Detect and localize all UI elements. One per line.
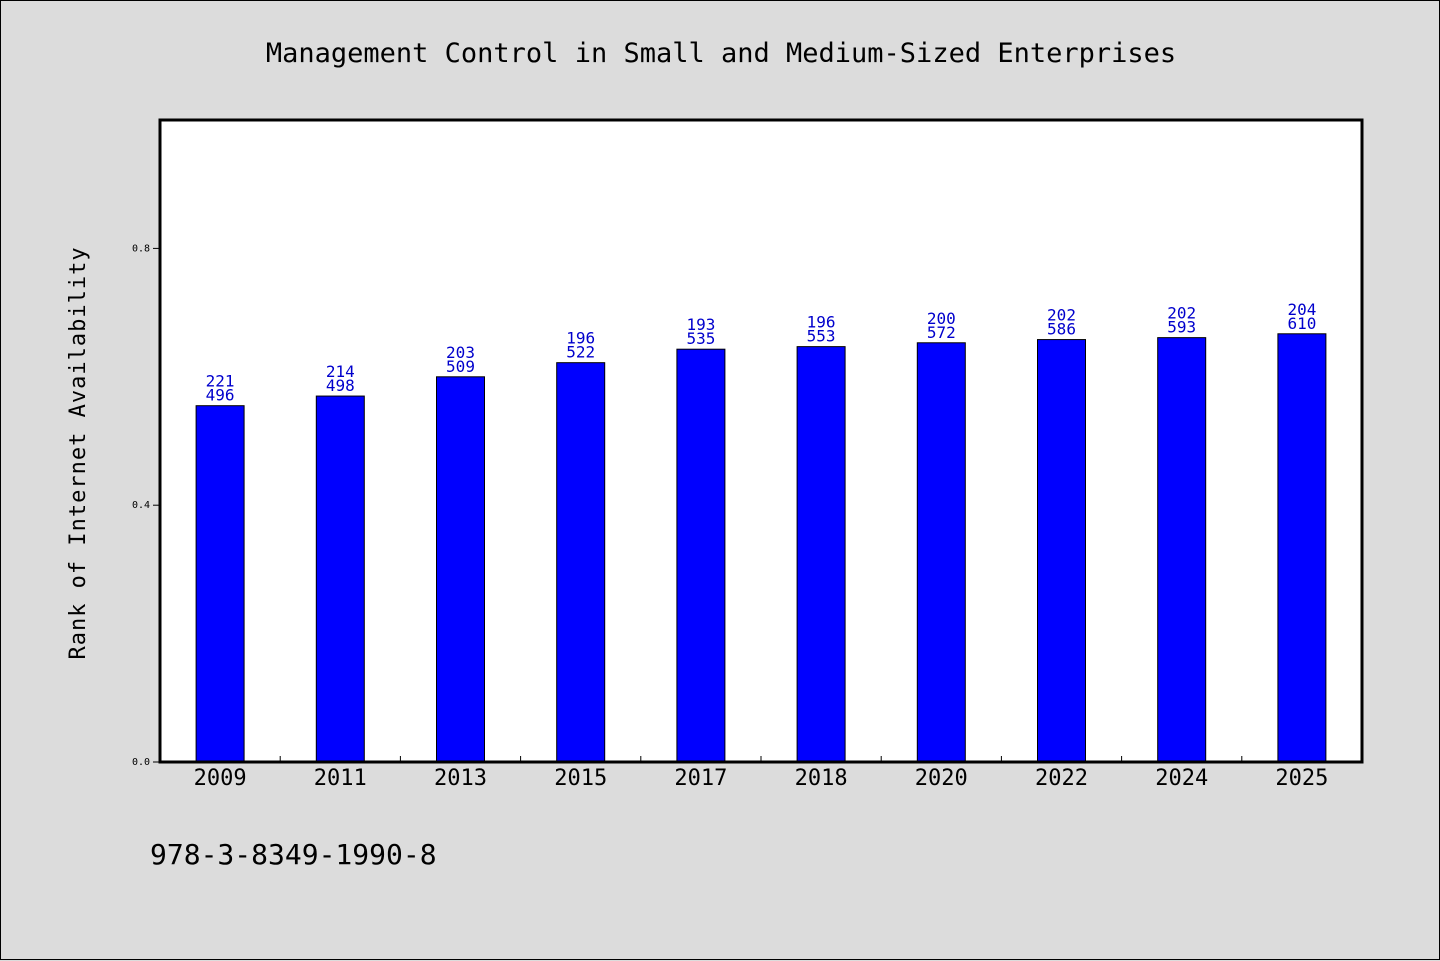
x-tick-label-2015: 2015 (554, 766, 607, 791)
footnote-isbn: 978-3-8349-1990-8 (150, 838, 437, 871)
data-label-top-2013: 203 (446, 343, 475, 362)
bar-2018 (796, 346, 846, 763)
data-label-bottom-2025: 610 (1287, 314, 1316, 333)
data-label-bottom-2020: 572 (927, 323, 956, 342)
y-tick-label-0.8: 0.8 (132, 243, 150, 254)
data-label-bottom-2022: 586 (1047, 320, 1076, 339)
data-label-bottom-2011: 498 (326, 376, 355, 395)
y-axis-label: Rank of Internet Availability (66, 246, 91, 659)
data-label-bottom-2017: 535 (686, 329, 715, 348)
x-tick-label-2025: 2025 (1275, 766, 1328, 791)
x-tick-label-2020: 2020 (915, 766, 968, 791)
data-label-top-2018: 196 (807, 313, 836, 332)
bar-series (195, 333, 1327, 763)
x-tick-label-2011: 2011 (314, 766, 367, 791)
y-axis-ticks: 0.0 0.4 0.8 (132, 243, 160, 768)
bar-2009 (195, 405, 245, 763)
data-label-bottom-2009: 496 (206, 386, 235, 405)
bar-2015 (556, 362, 606, 763)
plot-border (158, 118, 1364, 764)
bar-2011 (315, 395, 365, 763)
data-label-top-2024: 202 (1167, 304, 1196, 323)
data-label-top-2017: 193 (686, 315, 715, 334)
bar-2013 (436, 376, 485, 763)
bar-2020 (916, 342, 966, 763)
y-tick-label-0.0: 0.0 (132, 757, 150, 768)
x-axis-ticks: 2009 2011 2013 2015 2017 2018 2020 2022 2024 2025 (194, 756, 1328, 791)
y-tick-label-0.4: 0.4 (132, 500, 150, 511)
data-label-top-2025: 204 (1287, 300, 1316, 319)
data-label-bottom-2013: 509 (446, 357, 475, 376)
data-label-top-2020: 200 (927, 309, 956, 328)
x-tick-label-2017: 2017 (674, 766, 727, 791)
data-label-bottom-2024: 593 (1167, 318, 1196, 337)
data-labels: 2214962144982035091965221935351965532005… (206, 300, 1317, 405)
data-label-top-2022: 202 (1047, 306, 1076, 325)
bar-2022 (1037, 339, 1086, 763)
bar-2025 (1277, 333, 1327, 763)
data-label-top-2011: 214 (326, 362, 355, 381)
x-tick-label-2013: 2013 (434, 766, 487, 791)
bar-2017 (676, 348, 726, 763)
data-label-bottom-2015: 522 (566, 343, 595, 362)
x-tick-label-2022: 2022 (1035, 766, 1088, 791)
data-label-bottom-2018: 553 (807, 327, 836, 346)
x-tick-label-2018: 2018 (795, 766, 848, 791)
chart-title: Management Control in Small and Medium-S… (266, 38, 1176, 69)
data-label-top-2015: 196 (566, 329, 595, 348)
data-label-top-2009: 221 (206, 372, 235, 391)
x-tick-label-2009: 2009 (194, 766, 247, 791)
x-tick-label-2024: 2024 (1155, 766, 1208, 791)
bar-2024 (1157, 337, 1207, 763)
